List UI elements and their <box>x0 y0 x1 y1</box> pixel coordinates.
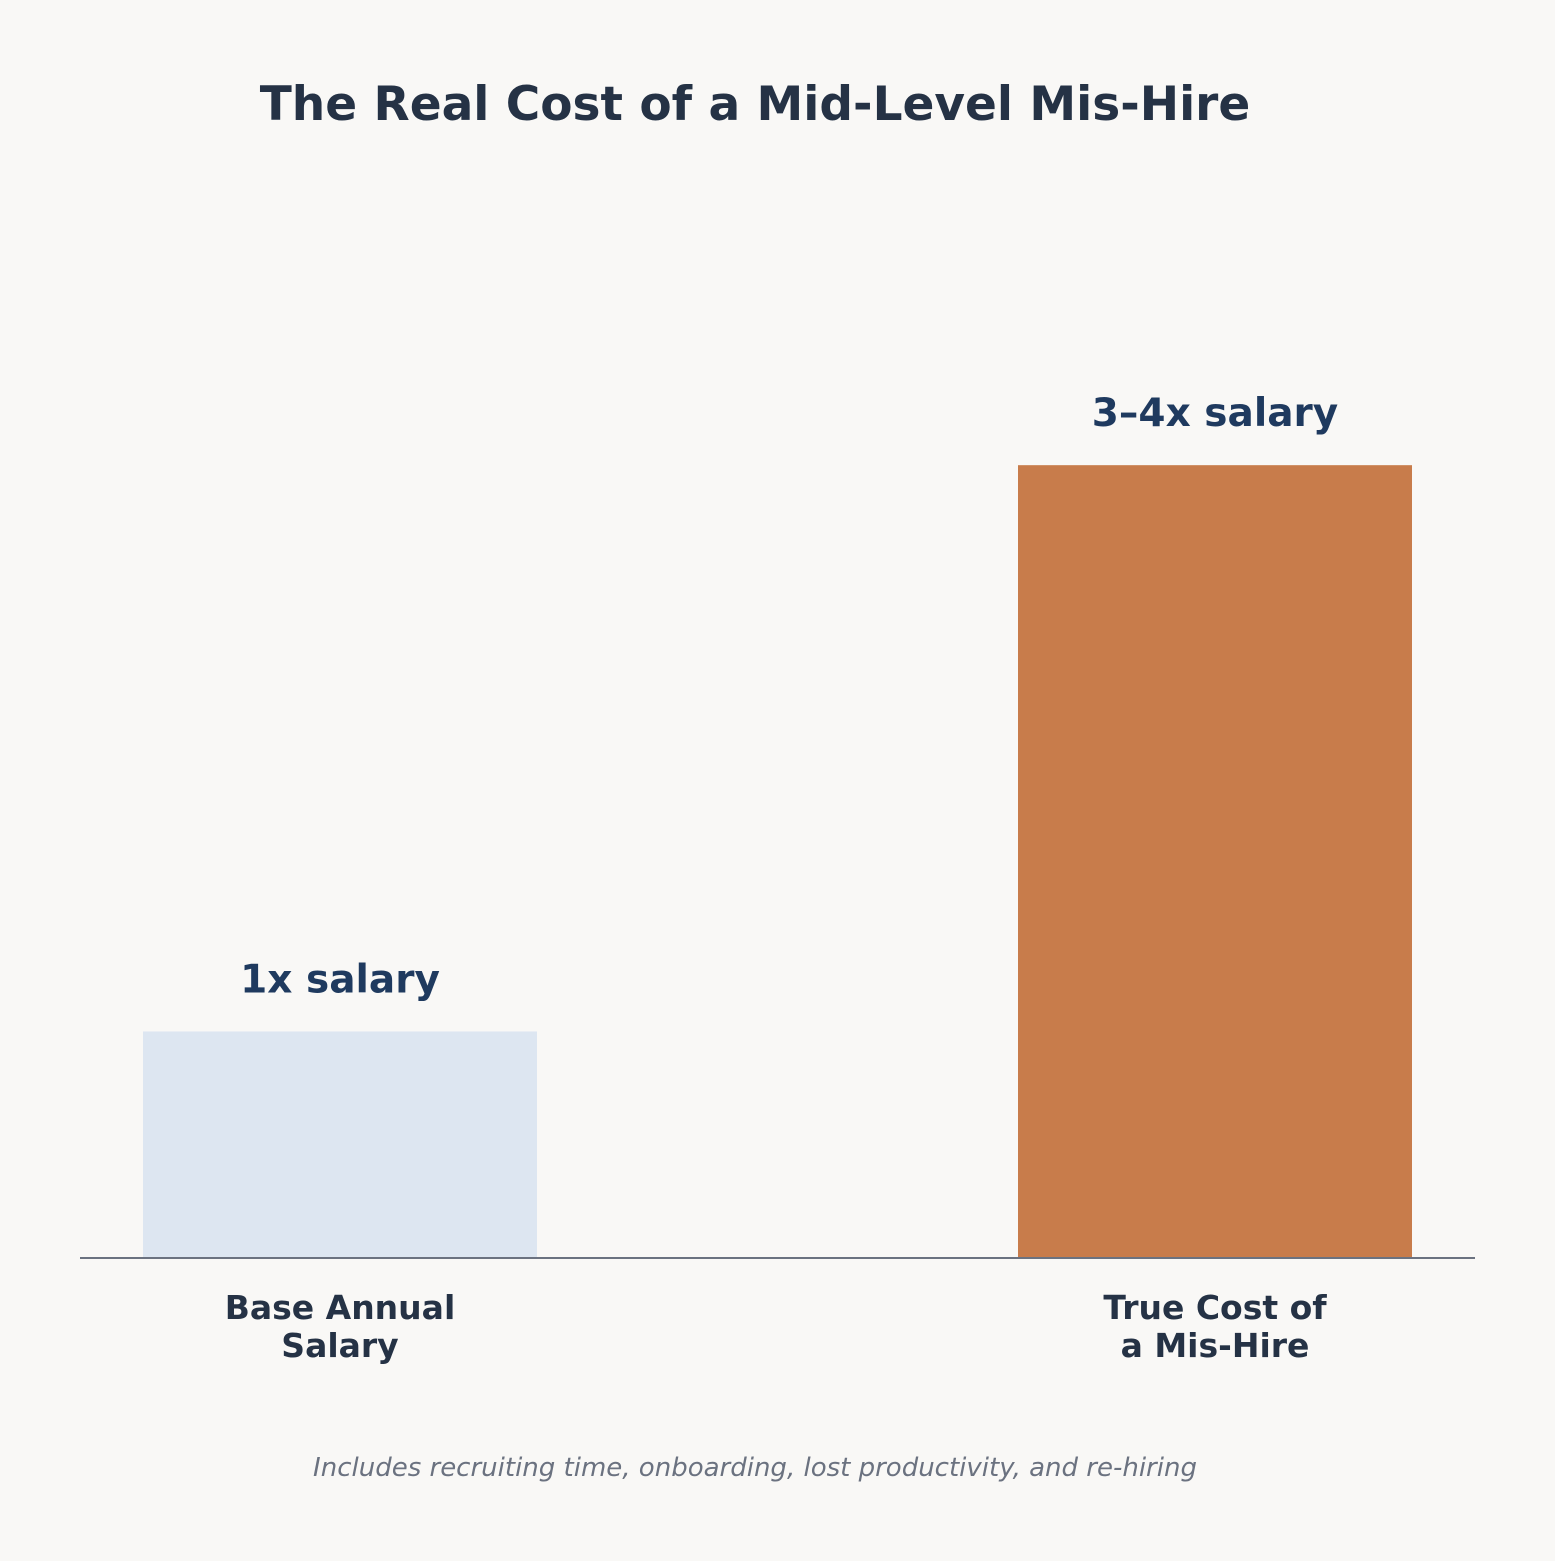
bar-1 <box>1018 465 1412 1258</box>
x-tick-label-0-line-0: Base Annual <box>225 1288 456 1327</box>
chart-footnote: Includes recruiting time, onboarding, lo… <box>313 1453 1197 1483</box>
x-tick-label-1-line-0: True Cost of <box>1103 1288 1327 1327</box>
bar-0 <box>143 1031 537 1258</box>
chart-title: The Real Cost of a Mid-Level Mis-Hire <box>260 77 1251 132</box>
bar-value-label-0: 1x salary <box>240 957 440 1002</box>
x-tick-label-0-line-1: Salary <box>281 1326 398 1365</box>
bars-layer <box>143 465 1412 1258</box>
bar-value-label-1: 3–4x salary <box>1092 391 1338 436</box>
x-tick-label-1-line-1: a Mis-Hire <box>1121 1326 1310 1365</box>
